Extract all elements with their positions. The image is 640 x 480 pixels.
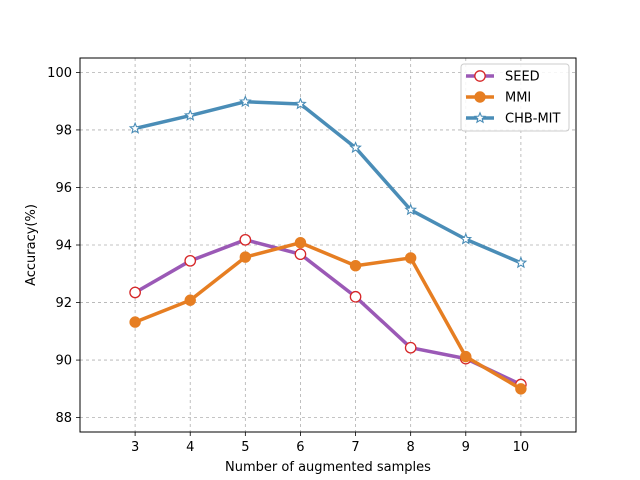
x-tick-label: 8 [407, 440, 415, 455]
data-point-chb-mit [459, 232, 473, 245]
y-tick-label: 96 [55, 181, 72, 196]
data-point-seed [404, 341, 417, 354]
legend-marker-seed [474, 70, 486, 82]
data-point-mmi [460, 350, 472, 363]
y-tick-label: 88 [55, 411, 72, 426]
data-point-chb-mit [349, 141, 362, 154]
data-point-seed [294, 248, 307, 261]
legend-marker-chb-mit [473, 111, 487, 124]
data-point-chb-mit [128, 121, 142, 134]
y-tick-label: 90 [55, 354, 72, 369]
y-tick-label: 94 [55, 239, 72, 254]
x-tick-label: 10 [513, 440, 530, 455]
series-line-mmi [133, 240, 523, 391]
data-point-chb-mit [404, 203, 418, 216]
data-point-mmi [515, 383, 527, 395]
grid [80, 58, 576, 432]
legend-marker-mmi [474, 91, 486, 103]
data-point-mmi [184, 294, 196, 306]
data-point-seed [239, 233, 252, 246]
data-point-chb-mit [183, 108, 197, 121]
data-point-mmi [404, 252, 417, 264]
data-point-seed [184, 254, 197, 267]
series-line-seed [133, 238, 523, 387]
legend-label-chb-mit: CHB-MIT [505, 112, 561, 127]
data-point-mmi [129, 316, 141, 328]
x-tick-label: 7 [351, 440, 359, 455]
series-chb-mit [128, 95, 528, 269]
ticks: 3 4 5 6 7 8 9 10 88 90 92 94 96 98 100 [47, 66, 529, 455]
data-point-chb-mit [238, 95, 252, 108]
y-tick-label: 98 [55, 123, 72, 138]
y-axis-label: Accuracy(%) [24, 204, 39, 286]
x-tick-label: 4 [186, 440, 194, 455]
y-tick-label: 92 [55, 296, 72, 311]
data-point-chb-mit [514, 256, 528, 269]
x-tick-label: 5 [241, 440, 249, 455]
y-tick-label: 100 [47, 66, 72, 81]
legend-box [460, 63, 570, 132]
legend: SEED MMI CHB-MIT [460, 63, 570, 132]
data-point-mmi [349, 260, 362, 272]
data-point-seed [349, 290, 362, 303]
x-tick-label: 3 [131, 440, 139, 455]
data-point-mmi [239, 251, 252, 263]
x-tick-label: 9 [462, 440, 470, 455]
legend-label-seed: SEED [505, 70, 540, 85]
series-line-chb-mit [133, 99, 523, 265]
series-mmi [129, 236, 527, 395]
data-point-seed [129, 286, 141, 299]
series-group [128, 95, 528, 395]
series-seed [129, 233, 527, 391]
data-point-mmi [294, 236, 307, 249]
x-tick-label: 6 [296, 440, 304, 455]
data-point-chb-mit [294, 97, 307, 110]
legend-label-mmi: MMI [505, 91, 531, 106]
x-axis-label: Number of augmented samples [225, 460, 431, 475]
